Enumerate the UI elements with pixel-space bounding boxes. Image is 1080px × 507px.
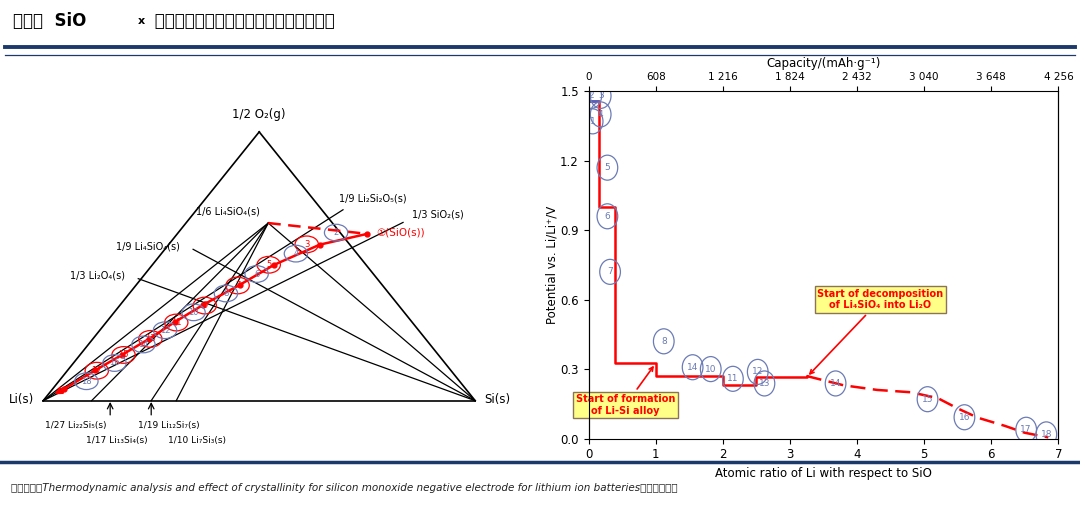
Text: 6: 6 xyxy=(605,212,610,221)
Text: 15: 15 xyxy=(921,394,933,404)
Text: x: x xyxy=(138,16,146,25)
Text: Si(s): Si(s) xyxy=(484,392,510,406)
Text: 7: 7 xyxy=(235,281,240,290)
Text: 1/3 Li₂O₄(s): 1/3 Li₂O₄(s) xyxy=(70,271,125,280)
Text: 8: 8 xyxy=(224,289,229,298)
Text: 1/10 Li₇Si₃(s): 1/10 Li₇Si₃(s) xyxy=(168,436,227,445)
Text: 4: 4 xyxy=(598,110,604,119)
Text: 锂化产物演变过程及热力学计算平衡电势: 锂化产物演变过程及热力学计算平衡电势 xyxy=(149,12,335,30)
Text: 资料来源：Thermodynamic analysis and effect of crystallinity for silicon monoxide neg: 资料来源：Thermodynamic analysis and effect o… xyxy=(11,483,677,493)
Text: 14: 14 xyxy=(829,379,841,388)
Text: 8: 8 xyxy=(661,337,666,346)
Text: 1/2 O₂(g): 1/2 O₂(g) xyxy=(232,108,286,121)
Text: Start of decomposition
of Li₄SiO₄ into Li₂O: Start of decomposition of Li₄SiO₄ into L… xyxy=(810,289,944,374)
Text: 16: 16 xyxy=(959,413,970,422)
Text: 14: 14 xyxy=(138,340,149,349)
Text: 图表：  SiO: 图表： SiO xyxy=(13,12,86,30)
Text: 9: 9 xyxy=(202,301,207,310)
Text: 14: 14 xyxy=(687,363,699,372)
Text: 3: 3 xyxy=(305,240,309,249)
Text: 2: 2 xyxy=(589,91,594,100)
Text: 1/3 SiO₂(s): 1/3 SiO₂(s) xyxy=(411,209,463,220)
Text: 1/27 Li₂₂Si₅(s): 1/27 Li₂₂Si₅(s) xyxy=(45,421,107,430)
Text: 6: 6 xyxy=(254,270,259,278)
Text: 5: 5 xyxy=(605,163,610,172)
Text: 15: 15 xyxy=(119,350,129,359)
Text: 18: 18 xyxy=(1040,430,1052,439)
Text: 1/17 Li₁₃Si₄(s): 1/17 Li₁₃Si₄(s) xyxy=(86,436,148,445)
Text: Li(s): Li(s) xyxy=(10,392,35,406)
Y-axis label: Potential vs. Li/Li⁺/V: Potential vs. Li/Li⁺/V xyxy=(545,206,558,324)
Text: ①(SiO(s)): ①(SiO(s)) xyxy=(376,227,424,237)
Text: 17: 17 xyxy=(1021,425,1031,434)
Text: 2: 2 xyxy=(334,228,339,237)
X-axis label: Atomic ratio of Li with respect to SiO: Atomic ratio of Li with respect to SiO xyxy=(715,467,932,480)
Text: 12: 12 xyxy=(160,325,171,335)
Text: 7: 7 xyxy=(607,267,613,276)
Text: 10: 10 xyxy=(705,365,716,374)
Text: 1/6 Li₄SiO₄(s): 1/6 Li₄SiO₄(s) xyxy=(195,207,259,217)
Text: 16: 16 xyxy=(109,358,120,368)
Text: 13: 13 xyxy=(758,379,770,388)
Text: Start of formation
of Li-Si alloy: Start of formation of Li-Si alloy xyxy=(576,367,675,416)
Text: 1/19 Li₁₂Si₇(s): 1/19 Li₁₂Si₇(s) xyxy=(138,421,200,430)
X-axis label: Capacity/(mAh·g⁻¹): Capacity/(mAh·g⁻¹) xyxy=(767,57,880,70)
Text: 5: 5 xyxy=(266,260,271,269)
Text: 18: 18 xyxy=(81,377,92,386)
Text: 12: 12 xyxy=(752,368,764,376)
Text: 4: 4 xyxy=(294,249,298,258)
Text: 11: 11 xyxy=(171,318,181,327)
Text: 1/9 Li₂Si₂O₅(s): 1/9 Li₂Si₂O₅(s) xyxy=(339,194,406,204)
Text: 17: 17 xyxy=(92,366,103,375)
Text: 10: 10 xyxy=(188,308,199,317)
Text: 13: 13 xyxy=(145,335,156,343)
Text: 1/9 Li₄SiO₄(s): 1/9 Li₄SiO₄(s) xyxy=(117,241,180,251)
Text: 11: 11 xyxy=(727,374,739,383)
Text: 1: 1 xyxy=(590,117,595,126)
Text: 3: 3 xyxy=(598,91,604,100)
